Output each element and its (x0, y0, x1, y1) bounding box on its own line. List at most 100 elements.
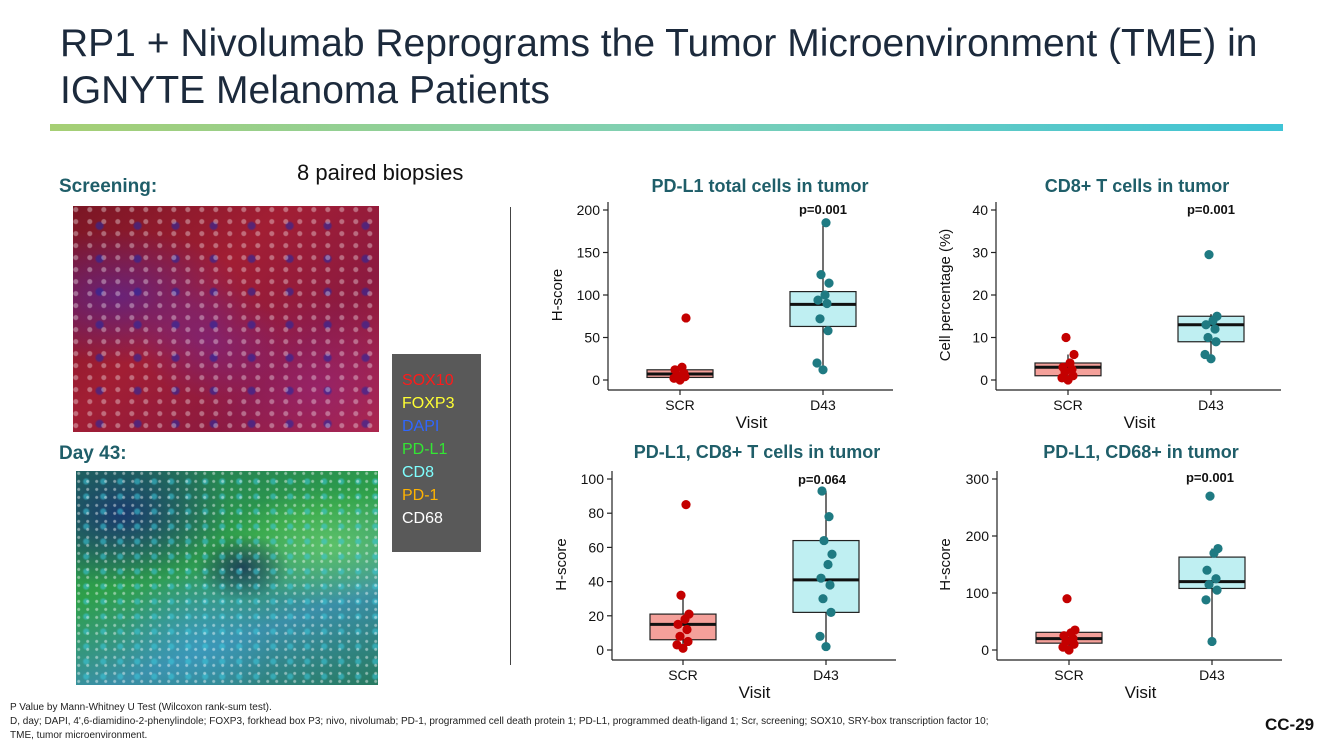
stain-legend-item: PD-1 (402, 487, 439, 504)
y-axis-label: H-score (937, 538, 954, 591)
data-point (1204, 250, 1214, 260)
data-point (812, 358, 822, 368)
data-point (1205, 491, 1215, 501)
y-tick-label: 100 (577, 287, 601, 303)
data-point (815, 314, 825, 324)
y-tick-label: 30 (972, 245, 988, 261)
page-number: CC-29 (1265, 715, 1315, 734)
y-tick-label: 20 (972, 287, 988, 303)
screening-microscopy-image (73, 206, 379, 432)
y-tick-label: 100 (581, 471, 605, 487)
data-point (819, 535, 829, 546)
chart-title: PD-L1 total cells in tumor (651, 176, 868, 196)
stain-legend-item: CD68 (402, 510, 443, 527)
y-tick-label: 0 (980, 372, 988, 388)
data-point (820, 290, 830, 300)
data-point (1201, 320, 1211, 330)
stain-legend-item: SOX10 (402, 372, 454, 389)
data-point (1062, 594, 1072, 604)
data-point (818, 594, 828, 604)
data-point (1212, 311, 1222, 321)
x-tick-label: D43 (1199, 667, 1225, 683)
data-point (827, 549, 837, 559)
x-tick-label: SCR (1054, 667, 1084, 683)
footnote-line: P Value by Mann-Whitney U Test (Wilcoxon… (10, 702, 272, 713)
data-point (670, 365, 680, 375)
x-tick-label: SCR (668, 667, 698, 683)
data-point (1207, 636, 1217, 647)
data-point (822, 298, 832, 309)
stain-legend-item: FOXP3 (402, 395, 455, 412)
y-axis-label: H-score (549, 269, 566, 322)
data-point (675, 631, 685, 641)
p-value-label: p=0.001 (1186, 470, 1234, 485)
data-point (1058, 362, 1068, 372)
data-point (826, 607, 836, 617)
data-point (816, 573, 826, 583)
data-point (1201, 595, 1211, 605)
vertical-divider (510, 207, 511, 665)
y-tick-label: 40 (588, 574, 604, 590)
footnote-line: D, day; DAPI, 4',6-diamidino-2-phenylind… (10, 716, 989, 727)
data-point (821, 641, 831, 652)
data-point (683, 636, 693, 647)
x-axis-label: Visit (739, 683, 771, 702)
paired-biopsies-label: 8 paired biopsies (297, 160, 464, 185)
data-point (824, 278, 834, 288)
x-tick-label: D43 (810, 397, 836, 413)
data-point (1210, 324, 1220, 334)
p-value-label: p=0.001 (799, 202, 847, 217)
x-axis-label: Visit (1124, 413, 1156, 432)
y-tick-label: 100 (966, 585, 990, 601)
footnote-line: TME, tumor microenvironment. (10, 730, 148, 741)
chart-title: PD-L1, CD68+ in tumor (1043, 442, 1239, 462)
data-point (681, 500, 691, 510)
y-tick-label: 40 (972, 202, 988, 218)
x-tick-label: D43 (813, 667, 839, 683)
data-point (825, 580, 835, 590)
data-point (1200, 349, 1210, 360)
day43-microscopy-image (76, 471, 378, 685)
data-point (1069, 349, 1079, 360)
data-point (1204, 579, 1214, 590)
data-point (816, 270, 826, 280)
data-point (1213, 543, 1223, 554)
title-divider-gradient (50, 124, 1283, 131)
stain-legend-item: CD8 (402, 464, 435, 481)
screening-label: Screening: (59, 176, 158, 197)
day43-label: Day 43: (59, 443, 127, 464)
y-tick-label: 0 (981, 642, 989, 658)
y-tick-label: 50 (584, 330, 600, 346)
data-point (682, 624, 692, 635)
data-point (1211, 574, 1221, 584)
x-axis-label: Visit (1125, 683, 1157, 702)
data-point (818, 365, 828, 375)
y-tick-label: 0 (596, 642, 604, 658)
x-tick-label: SCR (1053, 397, 1083, 413)
chart-title: PD-L1, CD8+ T cells in tumor (634, 442, 881, 462)
data-point (823, 326, 833, 336)
data-point (1065, 358, 1075, 368)
data-point (817, 486, 827, 496)
data-point (676, 590, 686, 600)
y-tick-label: 0 (592, 372, 600, 388)
data-point (677, 362, 687, 372)
y-tick-label: 20 (588, 608, 604, 624)
stain-legend-item: PD-L1 (402, 441, 448, 458)
data-point (813, 295, 823, 305)
x-axis-label: Visit (736, 413, 768, 432)
data-point (1203, 332, 1213, 343)
x-tick-label: SCR (665, 397, 695, 413)
chart-title: CD8+ T cells in tumor (1045, 176, 1230, 196)
y-tick-label: 200 (577, 202, 601, 218)
stain-legend: SOX10 FOXP3 DAPI PD-L1 CD8 PD-1 CD68 (392, 354, 481, 552)
x-tick-label: D43 (1198, 397, 1224, 413)
y-tick-label: 60 (588, 539, 604, 555)
slide-title: RP1 + Nivolumab Reprograms the Tumor Mic… (60, 22, 1258, 112)
data-point (824, 512, 834, 522)
data-point (1202, 565, 1212, 575)
stain-legend-item: DAPI (402, 418, 440, 435)
data-point (1070, 625, 1080, 635)
data-point (823, 559, 833, 570)
data-point (684, 609, 694, 619)
